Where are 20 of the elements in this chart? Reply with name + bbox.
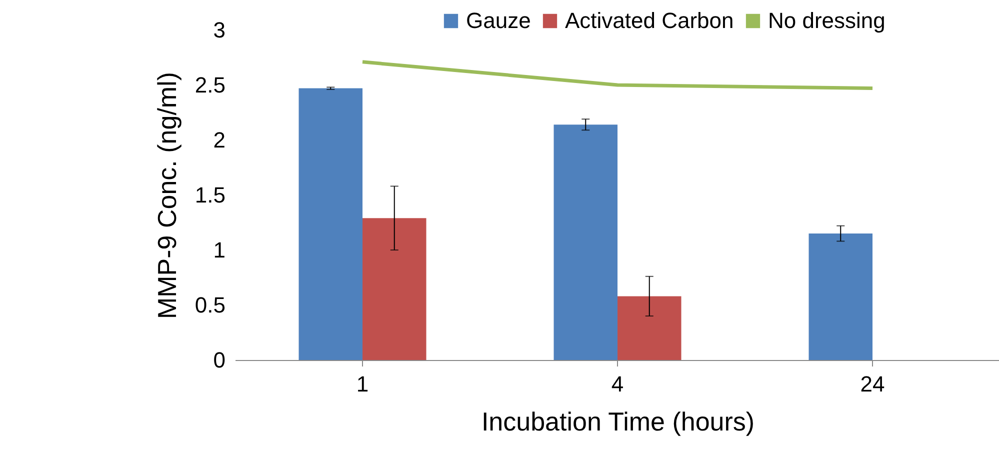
- y-tick-label: 2: [213, 128, 226, 152]
- bar: [618, 296, 682, 360]
- y-tick-label: 1: [213, 238, 226, 262]
- x-tick-label: 24: [860, 372, 885, 396]
- bar: [808, 234, 872, 360]
- bar: [554, 124, 618, 360]
- y-tick-label: 2.5: [194, 72, 226, 98]
- y-axis-title: MMP-9 Conc. (ng/ml): [152, 72, 182, 320]
- x-axis-title: Incubation Time (hours): [481, 406, 755, 436]
- y-tick-label: 0: [213, 348, 226, 372]
- legend-label: No dressing: [768, 8, 886, 33]
- y-tick-label: 0.5: [194, 292, 226, 318]
- x-tick-label: 1: [356, 372, 369, 396]
- bar: [362, 218, 426, 360]
- y-tick-label: 3: [213, 18, 226, 42]
- x-tick-label: 4: [611, 372, 624, 396]
- y-tick-label: 1.5: [194, 182, 226, 208]
- legend-label: Activated Carbon: [565, 8, 734, 33]
- legend-label: Gauze: [466, 8, 531, 33]
- bar: [298, 88, 362, 360]
